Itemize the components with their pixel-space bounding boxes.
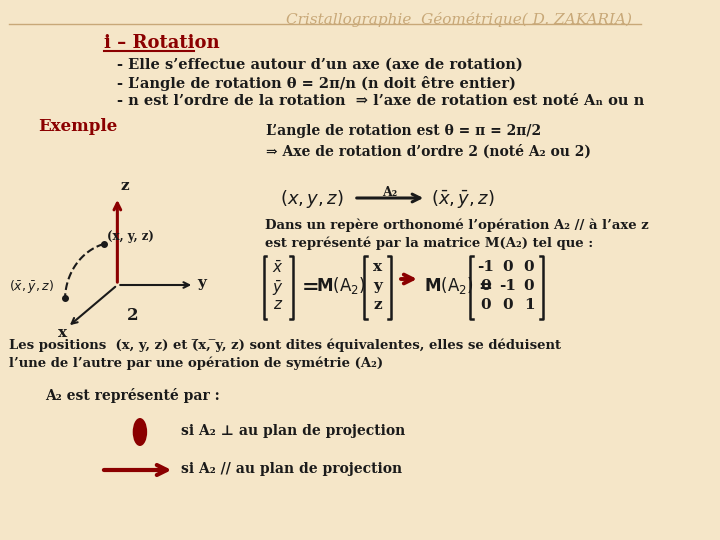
Text: est représenté par la matrice M(A₂) tel que :: est représenté par la matrice M(A₂) tel … [264, 236, 593, 249]
Text: $\bar{x}$: $\bar{x}$ [272, 260, 284, 276]
Text: 0: 0 [523, 260, 534, 274]
Text: -1: -1 [477, 260, 494, 274]
Text: $(\bar{x}, \bar{y}, z)$: $(\bar{x}, \bar{y}, z)$ [9, 278, 54, 295]
Text: Les positions  (x, y, z) et (̅x, ̅y, z) sont dites équivalentes, elles se déduis: Les positions (x, y, z) et (̅x, ̅y, z) s… [9, 338, 561, 352]
Text: y: y [373, 279, 382, 293]
Text: si A₂ ⊥ au plan de projection: si A₂ ⊥ au plan de projection [181, 424, 405, 438]
Text: =: = [302, 277, 319, 297]
Text: - L’angle de rotation θ = 2π/n (n doit être entier): - L’angle de rotation θ = 2π/n (n doit ê… [117, 76, 516, 91]
Text: 0: 0 [480, 279, 491, 293]
Text: - Elle s’effectue autour d’un axe (axe de rotation): - Elle s’effectue autour d’un axe (axe d… [117, 58, 523, 72]
Text: $\bar{y}$: $\bar{y}$ [272, 279, 284, 298]
Text: $z$: $z$ [273, 298, 283, 312]
Text: 0: 0 [523, 279, 534, 293]
Text: A₂: A₂ [382, 186, 397, 199]
Text: x: x [58, 326, 67, 340]
Text: 0: 0 [502, 260, 513, 274]
Text: $\mathbf{M}(\mathrm{A_2})$ =: $\mathbf{M}(\mathrm{A_2})$ = [424, 275, 493, 296]
Ellipse shape [132, 418, 147, 446]
Text: Dans un repère orthonomé l’opération A₂ // à l’axe z: Dans un repère orthonomé l’opération A₂ … [264, 218, 648, 232]
Text: A₂ est représenté par :: A₂ est représenté par : [45, 388, 220, 403]
Text: - n est l’ordre de la rotation  ⇒ l’axe de rotation est noté Aₙ ou n: - n est l’ordre de la rotation ⇒ l’axe d… [117, 94, 644, 108]
Text: 0: 0 [502, 298, 513, 312]
Text: l’une de l’autre par une opération de symétrie (A₂): l’une de l’autre par une opération de sy… [9, 356, 383, 369]
Text: (x, y, z): (x, y, z) [107, 230, 154, 243]
Text: si A₂ // au plan de projection: si A₂ // au plan de projection [181, 462, 402, 476]
Text: ⇒ Axe de rotation d’ordre 2 (noté A₂ ou 2): ⇒ Axe de rotation d’ordre 2 (noté A₂ ou … [266, 144, 591, 158]
Text: 1: 1 [523, 298, 534, 312]
Text: $(\bar{x}, \bar{y}, z)$: $(\bar{x}, \bar{y}, z)$ [431, 188, 495, 210]
Text: x: x [373, 260, 382, 274]
Text: y: y [197, 276, 206, 290]
Text: $(x, y, z)$: $(x, y, z)$ [280, 188, 343, 210]
Text: $\mathbf{M}(\mathrm{A_2})$: $\mathbf{M}(\mathrm{A_2})$ [316, 275, 366, 296]
Text: z: z [373, 298, 382, 312]
Text: i – Rotation: i – Rotation [104, 34, 220, 52]
Text: Exemple: Exemple [38, 118, 117, 135]
Text: L’angle de rotation est θ = π = 2π/2: L’angle de rotation est θ = π = 2π/2 [266, 124, 541, 138]
Text: -1: -1 [499, 279, 516, 293]
Text: z: z [120, 179, 129, 193]
Text: 0: 0 [480, 298, 491, 312]
Text: 2: 2 [127, 307, 138, 324]
Text: Cristallographie  Géométrique( D. ZAKARIA): Cristallographie Géométrique( D. ZAKARIA… [286, 12, 632, 27]
